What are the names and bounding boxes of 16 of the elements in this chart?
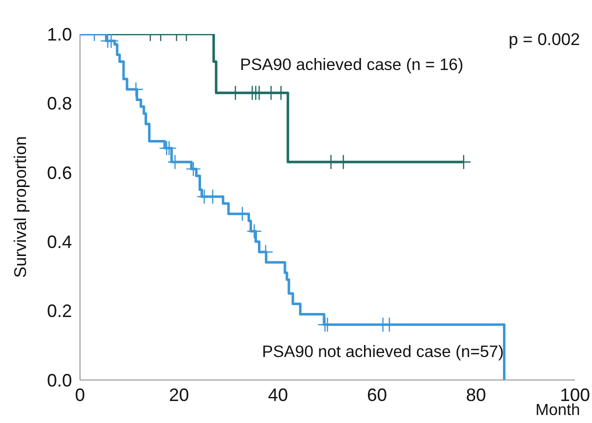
y-tick-label: 1.0 bbox=[46, 24, 72, 44]
y-tick-label: 0.4 bbox=[46, 232, 72, 252]
y-tick-label: 0.6 bbox=[46, 162, 72, 183]
x-axis-title: Month bbox=[536, 402, 580, 419]
y-tick-label: 0.8 bbox=[46, 94, 72, 114]
y-tick-label: 0.2 bbox=[46, 301, 72, 322]
annotation: p = 0.002 bbox=[508, 30, 580, 49]
x-tick-label: 80 bbox=[466, 384, 486, 405]
series-label: PSA90 not achieved case (n=57) bbox=[262, 343, 504, 361]
x-tick-label: 40 bbox=[268, 384, 288, 405]
x-tick-label: 20 bbox=[168, 384, 190, 405]
y-axis-title: Survival proportion bbox=[11, 136, 30, 278]
x-tick-label: 0 bbox=[74, 384, 86, 405]
x-tick-label: 60 bbox=[366, 384, 388, 405]
y-tick-label: 0.0 bbox=[46, 370, 72, 390]
series-label: PSA90 achieved case (n = 16) bbox=[240, 56, 464, 74]
